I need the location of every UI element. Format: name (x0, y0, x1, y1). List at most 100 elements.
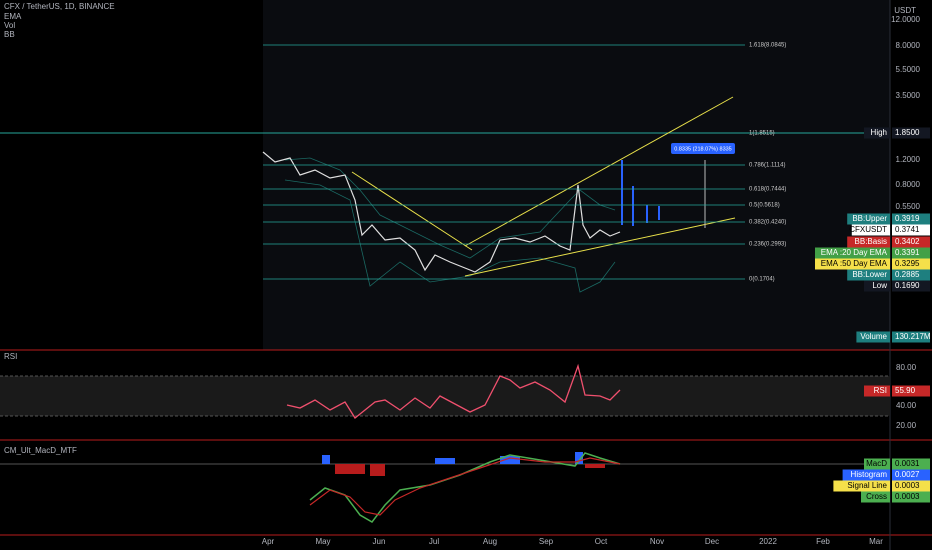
tag-bg (892, 213, 930, 225)
time-label: Feb (816, 537, 830, 546)
tag-name: MacD (866, 459, 887, 468)
rsi-axis-label: 80.00 (896, 363, 917, 372)
tag-bg (815, 258, 890, 270)
range-shade (263, 0, 890, 350)
tag-value: 0.0003 (895, 481, 920, 490)
time-label: Oct (595, 537, 608, 546)
tag-value: 0.0031 (895, 459, 920, 468)
tag-bg (864, 385, 890, 397)
tag-name: BB:Upper (852, 214, 887, 223)
time-label: Jul (429, 537, 439, 546)
tag-value: 0.0003 (895, 492, 920, 501)
fib-label: 0.382(0.4240) (749, 220, 786, 226)
tag-name: Low (872, 281, 887, 290)
trend-line (464, 96, 734, 247)
tag-value: 0.2885 (895, 270, 920, 279)
time-label: May (315, 537, 330, 546)
price-label: 1.2000 (896, 155, 921, 164)
tag-bg (892, 458, 930, 470)
price-label: 0.8000 (896, 180, 921, 189)
tag-bg (892, 331, 930, 343)
tag-value: 55.90 (895, 386, 916, 395)
price-label: 0.5500 (896, 202, 921, 211)
fib-label: 0.618(0.7444) (749, 187, 786, 193)
tag-name: RSI (874, 386, 887, 395)
tag-bg (892, 127, 930, 139)
tag-name: BB:Basis (855, 237, 887, 246)
price-line (262, 151, 621, 273)
indicator-label: Vol (4, 21, 15, 30)
tag-name: Volume (860, 332, 887, 341)
tag-value: 0.0027 (895, 470, 920, 479)
time-label: Aug (483, 537, 497, 546)
tag-value: 0.3391 (895, 248, 920, 257)
tag-name: BB:Lower (852, 270, 887, 279)
time-label: 2022 (759, 537, 777, 546)
symbol-title: CFX / TetherUS, 1D, BINANCE (4, 2, 115, 11)
trend-line (464, 217, 736, 277)
tag-value: 0.3919 (895, 214, 920, 223)
fib-label: 0(0.1704) (749, 277, 775, 283)
rsi-line (286, 363, 621, 419)
tag-bg (892, 280, 930, 292)
tag-name: CFXUSDT (849, 225, 887, 234)
tag-bg (892, 469, 930, 481)
tag-name: EMA :50 Day EMA (821, 259, 888, 268)
bb-lower (284, 179, 616, 293)
pane-title: CM_Ult_MacD_MTF (4, 446, 77, 455)
tag-bg (842, 469, 890, 481)
tag-bg (892, 491, 930, 503)
tag-name: Cross (866, 492, 887, 501)
measure-label: 0.8335 (218.07%) 8335 (674, 146, 732, 152)
time-label: Nov (650, 537, 664, 546)
rsi-band (0, 376, 890, 416)
tag-bg (892, 385, 930, 397)
tag-bg (847, 236, 890, 248)
time-label: Sep (539, 537, 554, 546)
tag-bg (892, 247, 930, 259)
tag-bg (892, 480, 930, 492)
indicator-label: EMA (4, 12, 22, 21)
tag-name: High (871, 128, 887, 137)
tag-value: 0.3741 (895, 225, 920, 234)
time-label: Mar (869, 537, 883, 546)
tag-value: 130.217M (895, 332, 931, 341)
fib-label: 1.618(8.0845) (749, 43, 786, 49)
trend-line (351, 171, 473, 251)
tag-value: 0.3295 (895, 259, 920, 268)
tag-bg (861, 491, 890, 503)
time-label: Dec (705, 537, 719, 546)
macd-histogram (322, 452, 605, 476)
time-label: Apr (262, 537, 275, 546)
time-label: Jun (373, 537, 386, 546)
pane-title: RSI (4, 352, 17, 361)
price-label: 5.5000 (896, 65, 921, 74)
rsi-axis-label: 40.00 (896, 401, 917, 410)
fib-label: 0.236(0.2993) (749, 242, 786, 248)
price-label: 12.0000 (891, 15, 920, 24)
tag-name: EMA :20 Day EMA (821, 248, 888, 257)
tag-name: Histogram (851, 470, 888, 479)
tag-bg (833, 480, 890, 492)
fib-label: 0.5(0.5618) (749, 203, 780, 209)
tag-value: 1.8500 (895, 128, 920, 137)
tag-bg (864, 127, 890, 139)
tag-bg (851, 224, 890, 236)
fib-label: 1(1.8515) (749, 131, 775, 137)
price-unit: USDT (894, 6, 916, 15)
tag-bg (847, 269, 890, 281)
measure-box (671, 143, 735, 154)
indicator-label: BB (4, 30, 15, 39)
signal-line (309, 457, 621, 516)
tag-bg (856, 331, 890, 343)
price-label: 3.5000 (896, 91, 921, 100)
rsi-axis-label: 20.00 (896, 421, 917, 430)
tag-bg (864, 280, 890, 292)
tag-name: Signal Line (847, 481, 887, 490)
tag-bg (892, 258, 930, 270)
price-label: 8.0000 (896, 41, 921, 50)
tag-bg (847, 213, 890, 225)
fib-label: 0.786(1.1114) (749, 163, 785, 169)
tag-bg (892, 224, 930, 236)
